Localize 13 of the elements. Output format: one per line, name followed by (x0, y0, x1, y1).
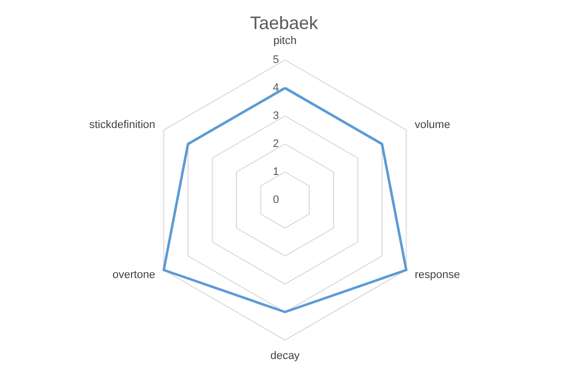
y-tick-label: 5 (272, 54, 279, 66)
y-tick-label: 2 (272, 138, 279, 150)
chart-title: Taebaek (250, 13, 320, 33)
spoke-label: overtone (112, 268, 156, 281)
y-tick-label: 4 (272, 82, 279, 94)
spoke-label: volume (414, 119, 450, 132)
spoke-label: stickdefinition (89, 119, 156, 132)
y-tick-label: 1 (272, 166, 279, 178)
spoke-label: response (414, 268, 460, 281)
spoke-label: decay (270, 350, 300, 362)
y-tick-label: 3 (272, 110, 279, 122)
y-tick-label: 0 (272, 194, 279, 206)
spoke-label: pitch (273, 35, 297, 47)
